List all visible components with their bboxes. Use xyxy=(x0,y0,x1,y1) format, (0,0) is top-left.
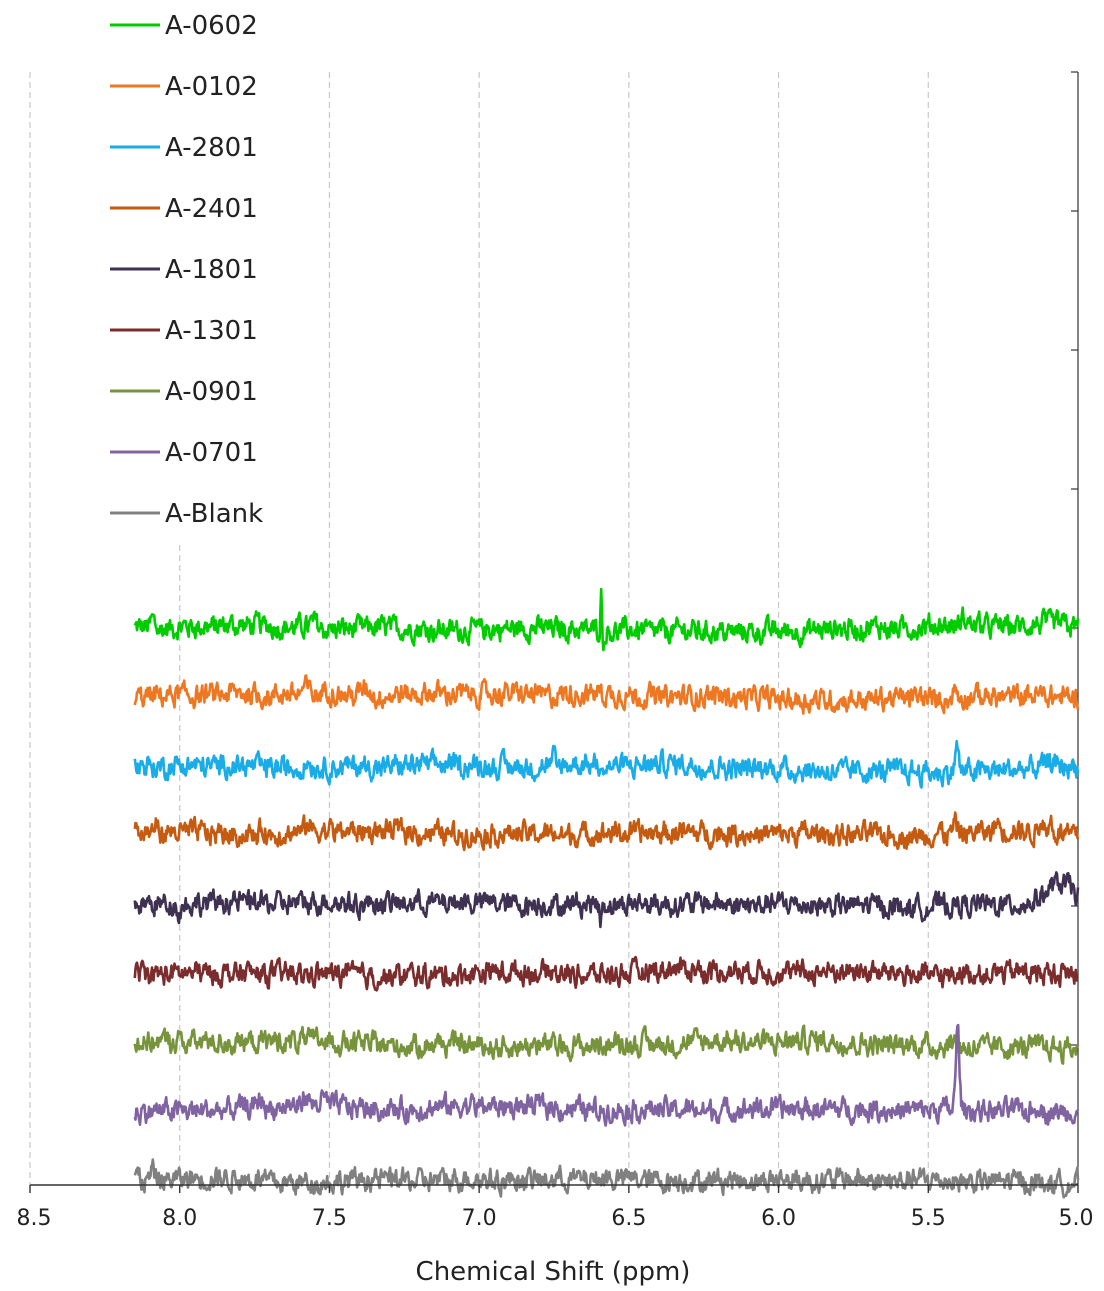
legend-label: A-0901 xyxy=(165,377,258,407)
x-tick-label: 8.0 xyxy=(162,1206,197,1231)
x-axis: 8.5 8.0 7.5 7.0 6.5 6.0 5.5 5.0 xyxy=(17,1184,1094,1231)
x-axis-title: Chemical Shift (ppm) xyxy=(416,1257,691,1287)
series-line-A-0102 xyxy=(133,674,1080,715)
legend-label: A-1801 xyxy=(165,255,258,285)
x-tick-label: 6.5 xyxy=(611,1206,646,1231)
x-tick-label: 6.0 xyxy=(761,1206,796,1231)
legend: A-0602 A-0102 A-2801 A-2401 A-1801 A-1301 A-09… xyxy=(110,11,263,529)
legend-entry: A-1301 xyxy=(110,316,258,346)
series-line-A-0701 xyxy=(133,1023,1080,1127)
legend-label: A-2401 xyxy=(165,194,258,224)
legend-entry: A-2401 xyxy=(110,194,258,224)
series-line-A-1301 xyxy=(133,955,1079,992)
spectra-traces xyxy=(133,587,1080,1199)
x-tick-label: 7.0 xyxy=(462,1206,497,1231)
legend-entry: A-0701 xyxy=(110,438,258,468)
legend-label: A-0102 xyxy=(165,72,258,102)
legend-label: A-0701 xyxy=(165,438,258,468)
legend-entry: A-0901 xyxy=(110,377,258,407)
legend-label: A-Blank xyxy=(165,499,263,529)
legend-label: A-1301 xyxy=(165,316,258,346)
series-line-A-2801 xyxy=(133,739,1080,789)
x-tick-label: 5.5 xyxy=(911,1206,946,1231)
legend-entry: A-1801 xyxy=(110,255,258,285)
series-line-A-0901 xyxy=(133,1024,1080,1065)
right-axis xyxy=(1071,71,1079,1185)
series-line-A-1801 xyxy=(133,871,1080,929)
x-tick-label: 8.5 xyxy=(17,1206,52,1231)
gridlines xyxy=(29,72,929,1185)
legend-label: A-2801 xyxy=(165,133,258,163)
legend-entry: A-0102 xyxy=(110,72,258,102)
x-tick-label: 7.5 xyxy=(312,1206,347,1231)
legend-label: A-0602 xyxy=(165,11,258,41)
series-line-A-0602 xyxy=(133,587,1080,652)
series-line-A-2401 xyxy=(133,811,1080,852)
legend-entry: A-0602 xyxy=(110,11,258,41)
x-tick-label: 5.0 xyxy=(1059,1206,1094,1231)
series-line-A-Blank xyxy=(133,1158,1080,1199)
legend-entry: A-Blank xyxy=(110,499,263,529)
legend-entry: A-2801 xyxy=(110,133,258,163)
